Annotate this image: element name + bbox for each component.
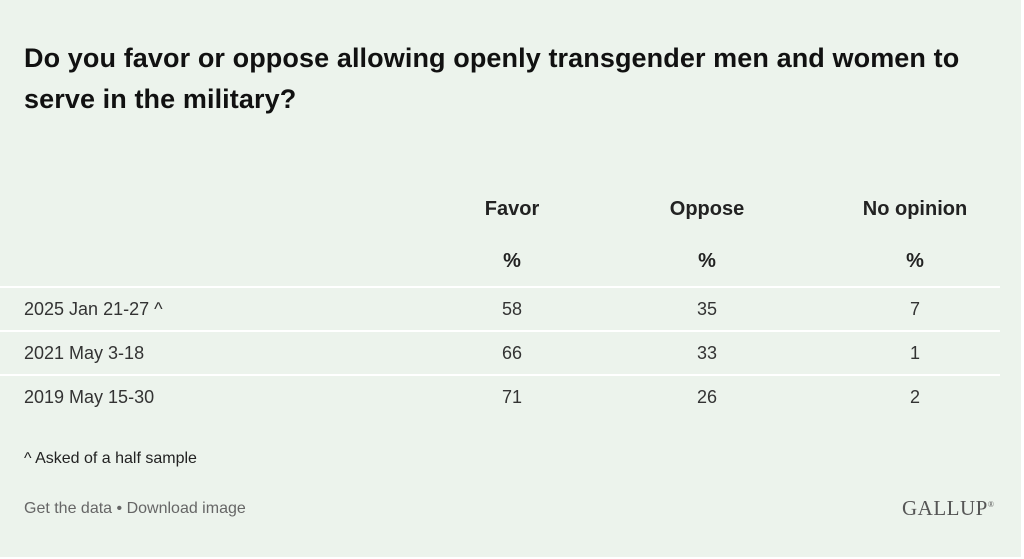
download-image-link[interactable]: Download image	[126, 500, 246, 517]
cell-2019-favor: 71	[501, 387, 523, 407]
cell-2021-oppose: 33	[696, 343, 718, 363]
row-label-2025: 2025 Jan 21-27 ^	[24, 299, 163, 319]
unit-oppose: %	[698, 250, 716, 272]
footer-links: Get the data • Download image	[24, 500, 246, 518]
column-header-no-opinion: No opinion	[862, 198, 968, 220]
separator: •	[116, 500, 123, 517]
brand-text: GALLUP	[902, 496, 988, 520]
unit-favor: %	[503, 250, 521, 272]
cell-2025-favor: 58	[501, 299, 523, 319]
chart-title: Do you favor or oppose allowing openly t…	[24, 43, 960, 114]
cell-2025-no-opinion: 7	[909, 299, 920, 319]
gallup-logo: GALLUP®	[902, 496, 994, 521]
footnote: ^ Asked of a half sample	[24, 450, 197, 467]
cell-2021-favor: 66	[501, 343, 523, 363]
cell-2019-oppose: 26	[696, 387, 718, 407]
row-divider	[0, 330, 1000, 332]
cell-2019-no-opinion: 2	[909, 387, 920, 407]
row-label-2021: 2021 May 3-18	[24, 343, 145, 363]
unit-no-opinion: %	[906, 250, 924, 272]
get-data-link[interactable]: Get the data	[24, 500, 113, 517]
row-divider	[0, 374, 1000, 376]
column-header-favor: Favor	[484, 198, 540, 220]
cell-2025-oppose: 35	[696, 299, 718, 319]
cell-2021-no-opinion: 1	[909, 343, 920, 363]
registered-mark: ®	[987, 500, 995, 509]
row-divider	[0, 286, 1000, 288]
row-label-2019: 2019 May 15-30	[24, 387, 155, 407]
column-header-oppose: Oppose	[669, 198, 745, 220]
